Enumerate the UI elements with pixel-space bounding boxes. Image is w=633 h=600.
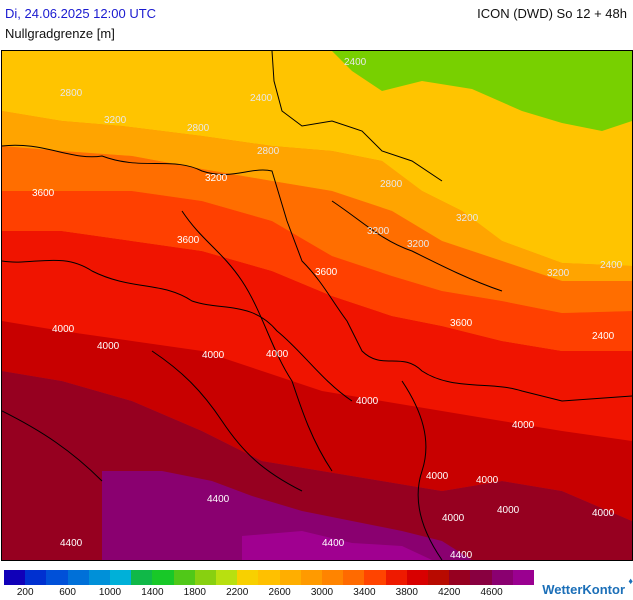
brand-icon: ♦	[628, 576, 633, 586]
legend-tick-label: 200	[16, 587, 34, 598]
legend-swatch	[46, 570, 69, 585]
borders	[2, 51, 632, 560]
isoline-label: 3200	[547, 268, 570, 279]
legend-tick-label: 3800	[395, 587, 418, 598]
band-violet	[242, 531, 432, 560]
isoline-label: 2400	[250, 93, 273, 104]
header-model: ICON (DWD) So 12 + 48h	[477, 6, 627, 21]
isoline-label: 3600	[32, 188, 55, 199]
isoline-label: 3200	[407, 239, 430, 250]
legend-swatch	[131, 570, 153, 585]
band-yellow	[2, 51, 632, 266]
legend-swatch	[428, 570, 450, 585]
legend-tick-label: 4600	[480, 587, 503, 598]
isoline-label: 4000	[497, 505, 520, 516]
freezing-level-map	[2, 51, 632, 560]
legend-swatch	[258, 570, 281, 585]
legend-swatch	[110, 570, 132, 585]
legend-tick-label: 1000	[98, 587, 122, 598]
header-datetime: Di, 24.06.2025 12:00 UTC	[5, 6, 157, 21]
legend-swatch	[25, 570, 47, 585]
legend-swatch	[67, 570, 90, 585]
legend-swatch	[152, 570, 175, 585]
map-frame	[1, 50, 633, 561]
legend-swatch	[385, 570, 408, 585]
legend-swatch	[512, 570, 535, 585]
isoline-label: 4000	[476, 475, 499, 486]
band-dark-red	[2, 321, 632, 521]
isoline-label: 4000	[97, 341, 120, 352]
isoline-label: 4400	[207, 494, 230, 505]
legend-swatch	[364, 570, 387, 585]
isoline-label: 4000	[356, 396, 379, 407]
isoline-label: 3200	[367, 226, 390, 237]
legend-swatch	[470, 570, 493, 585]
band-orange-dark	[2, 146, 632, 313]
isoline-label: 2800	[380, 179, 403, 190]
isoline-label: 2800	[60, 88, 83, 99]
isoline-label: 3200	[456, 213, 479, 224]
legend-swatch	[406, 570, 429, 585]
legend-swatch	[491, 570, 514, 585]
isoline-label: 3600	[450, 318, 473, 329]
legend-tick-label: 1400	[141, 587, 164, 598]
isoline-label: 3600	[177, 235, 200, 246]
isoline-label: 4000	[442, 513, 465, 524]
isoline-labels: 2800 2400 3200 2800 2400 2800 3200 3600 …	[32, 57, 623, 560]
band-purple	[102, 471, 472, 560]
legend-tick-label: 3000	[310, 587, 334, 598]
isoline-label: 2800	[187, 123, 210, 134]
band-red-orange	[2, 191, 632, 351]
isoline-label: 2400	[600, 260, 623, 271]
legend-swatch	[216, 570, 238, 585]
legend-swatch	[88, 570, 111, 585]
legend-tick-label: 2200	[226, 587, 249, 598]
isoline-label: 4000	[52, 324, 75, 335]
isoline-label: 3200	[205, 173, 228, 184]
isoline-label: 2400	[344, 57, 367, 68]
isoline-label: 2800	[257, 146, 280, 157]
legend-swatch	[173, 570, 196, 585]
legend-tick-label: 3400	[353, 587, 376, 598]
legend-swatch	[279, 570, 302, 585]
legend-tick-label: 4200	[438, 587, 461, 598]
isoline-label: 3200	[104, 115, 127, 126]
isoline-label: 4400	[60, 538, 83, 549]
isoline-label: 4000	[202, 350, 225, 361]
legend-swatch	[4, 570, 26, 585]
legend-swatch	[237, 570, 259, 585]
band-orange-light	[2, 111, 632, 281]
header-parameter: Nullgradgrenze [m]	[5, 26, 115, 41]
legend-tick-label: 1800	[183, 587, 206, 598]
brand-logo: WetterKontor	[542, 582, 625, 597]
isoline-label: 4000	[426, 471, 449, 482]
isoline-label: 4000	[266, 349, 289, 360]
isoline-label: 4400	[322, 538, 345, 549]
isoline-label: 2400	[592, 331, 615, 342]
legend-swatch	[449, 570, 471, 585]
band-green	[332, 51, 632, 131]
isoline-label: 3600	[315, 267, 338, 278]
legend-swatch	[322, 570, 344, 585]
isoline-label: 4000	[512, 420, 535, 431]
legend-swatch	[343, 570, 365, 585]
legend-swatch	[194, 570, 217, 585]
legend-tick-label: 2600	[268, 587, 291, 598]
isoline-label: 4000	[592, 508, 615, 519]
isoline-label: 4400	[450, 550, 473, 560]
legend-tick-label: 600	[59, 587, 76, 598]
legend-swatch	[300, 570, 323, 585]
